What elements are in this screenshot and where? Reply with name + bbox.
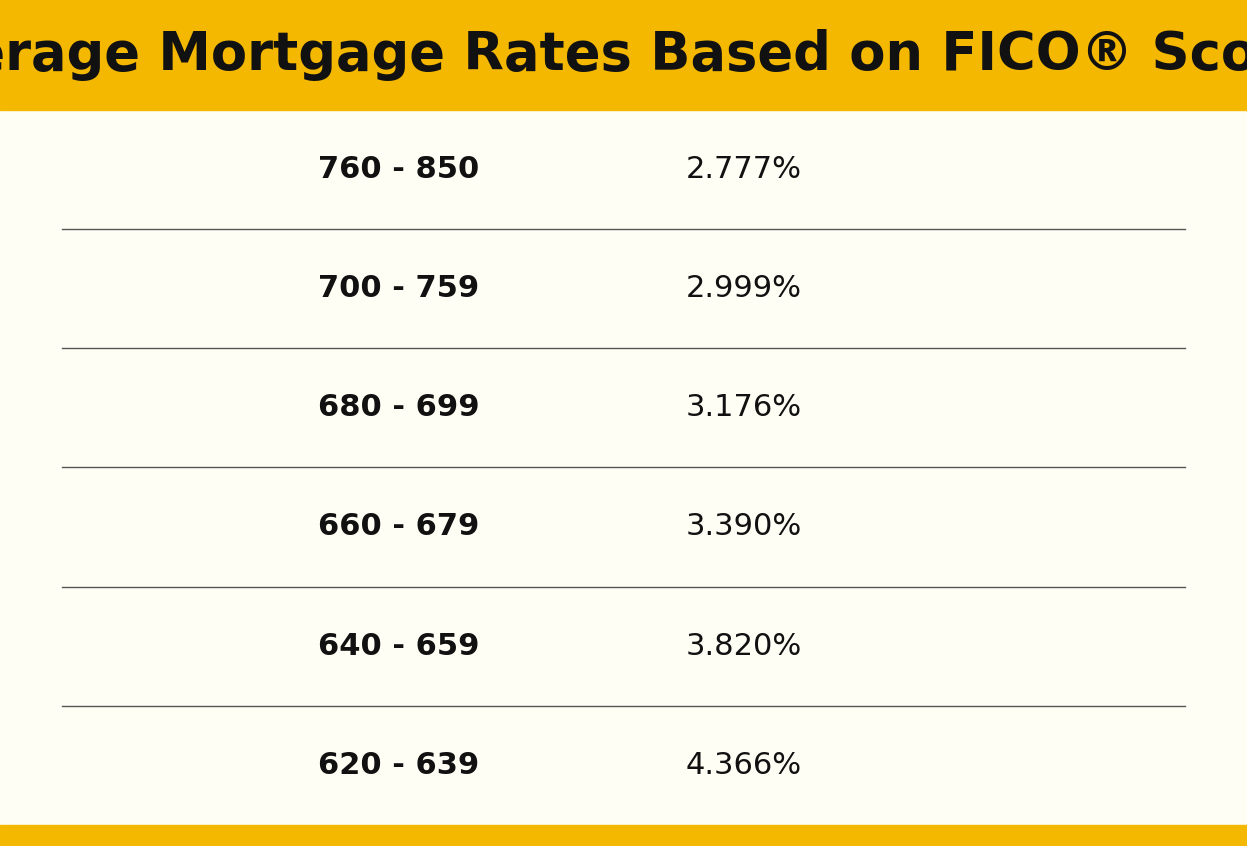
Text: 3.390%: 3.390% [686,513,802,541]
Text: Average Mortgage Rates Based on FICO® Scores: Average Mortgage Rates Based on FICO® Sc… [0,29,1247,81]
Text: 4.366%: 4.366% [686,750,802,780]
Text: 3.820%: 3.820% [686,632,802,661]
Text: 760 - 850: 760 - 850 [318,155,480,184]
Text: 2.999%: 2.999% [686,274,802,303]
Text: 700 - 759: 700 - 759 [318,274,480,303]
Bar [0,825,1247,846]
Text: 680 - 699: 680 - 699 [318,393,480,422]
Text: 640 - 659: 640 - 659 [318,632,480,661]
Text: 3.176%: 3.176% [686,393,802,422]
Text: 660 - 679: 660 - 679 [318,513,480,541]
Text: 620 - 639: 620 - 639 [318,750,480,780]
Bar [0,0,1247,110]
Text: 2.777%: 2.777% [686,155,802,184]
